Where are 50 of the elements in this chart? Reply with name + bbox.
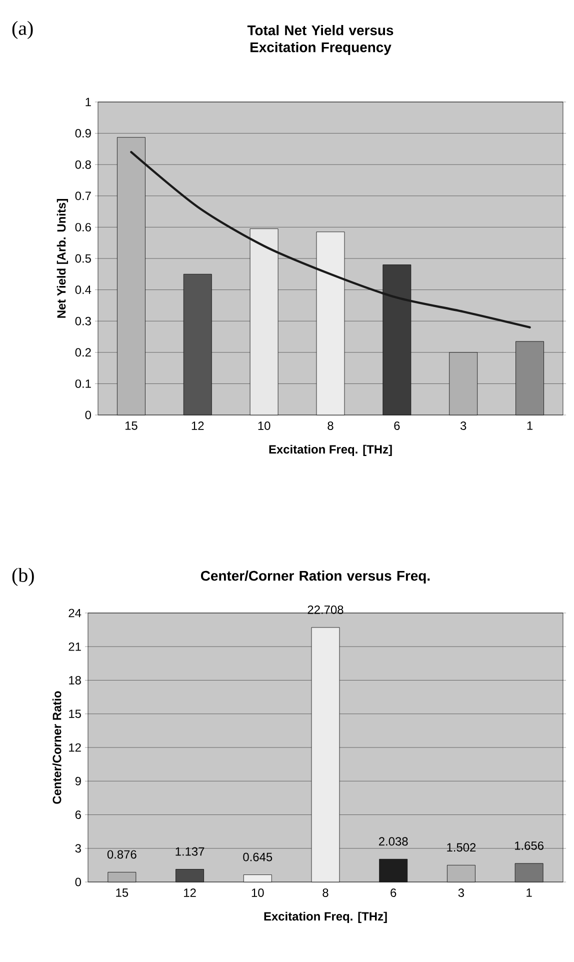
data-label: 1.137 [176,847,204,856]
x-tick-label: 3 [460,422,466,430]
y-tick-label: 0.3 [75,316,91,326]
y-tick-label: 0.6 [75,222,91,232]
y-tick-label: 18 [69,676,81,684]
y-tick-label: 12 [69,743,81,752]
data-label: 2.038 [378,837,408,846]
y-tick-label: 0 [85,410,92,420]
y-tick-label: 6 [75,810,81,819]
y-tick-label: 0.1 [75,379,91,388]
x-tick-label: 6 [390,888,396,897]
x-axis-title: Excitation Freq. [THz] [269,444,392,456]
x-tick-label: 1 [527,422,533,430]
y-tick-label: 21 [68,642,81,651]
y-tick-label: 15 [69,710,81,718]
x-tick-label: 10 [258,422,270,430]
x-tick-label: 12 [184,888,196,897]
y-tick-label: 1 [86,98,91,106]
x-tick-label: 12 [192,422,204,430]
data-label: 22.708 [308,605,344,614]
y-tick-label: 0.2 [75,348,91,357]
x-tick-label: 10 [252,888,264,897]
chart-title: Center/Corner Ration versus Freq. [200,570,430,584]
x-tick-label: 8 [328,422,334,430]
x-tick-label: 6 [394,422,400,430]
text: (b) [12,568,34,586]
y-tick-label: 0.8 [75,160,91,169]
x-tick-label: 8 [322,888,328,897]
y-tick-label: 0.4 [75,286,92,294]
y-axis-title: Center/Corner Ratio [52,691,62,804]
x-tick-label: 3 [458,888,464,897]
y-tick-label: 24 [68,608,82,618]
x-tick-label: 1 [526,888,532,897]
y-tick-label: 0.9 [75,129,91,138]
x-axis-title: Excitation Freq. [THz] [264,912,387,923]
x-tick-label: 15 [125,422,138,430]
x-tick-label: 15 [116,888,128,897]
y-tick-label: 0.5 [75,254,91,263]
y-axis-title: Net Yield [Arb. Units] [56,199,68,318]
data-label: 0.876 [107,850,136,859]
data-label: 1.656 [515,841,544,850]
line-series [130,150,531,328]
data-label: 1.502 [447,843,476,852]
data-label: 0.645 [243,852,272,862]
y-tick-label: 0 [75,878,82,886]
y-tick-label: 3 [75,844,81,853]
text: (a) [12,20,33,40]
y-tick-label: 9 [75,776,81,786]
y-tick-label: 0.7 [75,192,91,200]
chart-title: Total Net Yield versus Excitation Frequency [247,25,394,55]
